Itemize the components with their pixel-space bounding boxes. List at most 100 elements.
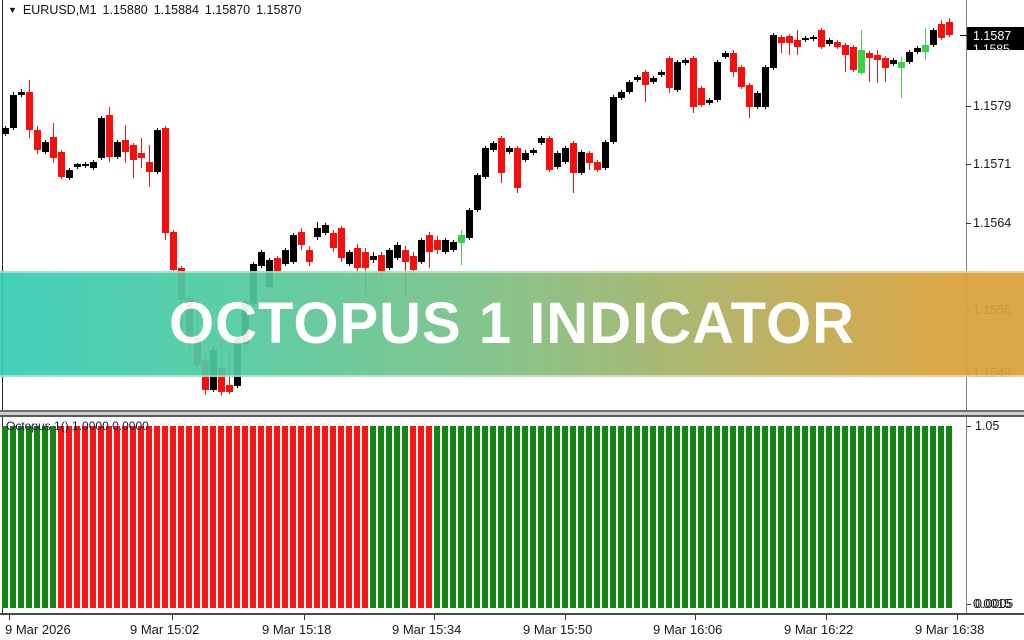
candle [906, 52, 913, 62]
histogram-bar [306, 426, 312, 608]
candle [858, 50, 865, 73]
candle [298, 232, 305, 245]
histogram-bar [170, 426, 176, 608]
histogram-bar [466, 426, 472, 608]
candle [554, 153, 561, 167]
candle-wick [925, 28, 926, 60]
bid-price-badge-clipped: 1.1585 [967, 44, 1024, 50]
candle [74, 164, 81, 167]
time-axis-label: 9 Mar 16:06 [653, 622, 723, 637]
indicator-value-2: 0.0000 [112, 419, 149, 433]
price-axis-tick [966, 164, 971, 165]
candle [306, 250, 313, 262]
candle [818, 30, 825, 47]
candle [674, 62, 681, 90]
histogram-bar [594, 426, 600, 608]
time-axis-label: 9 Mar 16:22 [784, 622, 854, 637]
candle [930, 30, 937, 45]
price-axis-tick [966, 223, 971, 224]
candle [314, 228, 321, 237]
candle [274, 258, 281, 272]
histogram-bar [778, 426, 784, 608]
histogram-bar [850, 426, 856, 608]
candle [922, 45, 929, 52]
histogram-bar [194, 426, 200, 608]
candle [402, 250, 409, 262]
histogram-bar [538, 426, 544, 608]
histogram-bar [394, 426, 400, 608]
price-axis-label: 1.1571 [973, 157, 1012, 171]
candle [394, 245, 401, 258]
histogram-bar [498, 426, 504, 608]
candle [458, 235, 465, 243]
histogram-bar [322, 426, 328, 608]
histogram-bar [506, 426, 512, 608]
candle [474, 175, 481, 210]
candle [642, 72, 649, 85]
candle [714, 62, 721, 100]
price-axis-tick [966, 106, 971, 107]
histogram-bar [826, 426, 832, 608]
candle [338, 228, 345, 258]
time-axis-tick [9, 615, 10, 620]
candle-wick [901, 57, 902, 98]
candle [762, 67, 769, 107]
candle [602, 142, 609, 168]
subwindow-divider[interactable] [0, 410, 1024, 417]
histogram-bar [114, 426, 120, 608]
histogram-bar [402, 426, 408, 608]
histogram-bar [610, 426, 616, 608]
candle [634, 77, 641, 80]
histogram-bar [202, 426, 208, 608]
promo-banner: OCTOPUS 1 INDICATOR [0, 271, 1024, 377]
histogram-bar [922, 426, 928, 608]
candle [362, 252, 369, 268]
histogram-bar [106, 426, 112, 608]
candle [834, 42, 841, 47]
candle [98, 118, 105, 158]
candle [482, 148, 489, 177]
histogram-bar [442, 426, 448, 608]
candle [650, 78, 657, 82]
candle [378, 255, 385, 272]
candle [370, 256, 377, 260]
candle [738, 67, 745, 87]
candle [530, 150, 537, 153]
histogram-bar [674, 426, 680, 608]
candle-wick [645, 70, 646, 102]
candle [850, 47, 857, 70]
candle [874, 55, 881, 60]
candle-wick [133, 143, 134, 178]
chart-header: ▼ EURUSD,M1 1.15880 1.15884 1.15870 1.15… [8, 3, 301, 17]
candle [354, 248, 361, 268]
histogram-bar [682, 426, 688, 608]
time-axis-tick [695, 615, 696, 620]
histogram-bar [50, 426, 56, 608]
histogram-bar [490, 426, 496, 608]
indicator-name: Octopus 1() [6, 419, 69, 433]
histogram-bar [858, 426, 864, 608]
candle [506, 148, 513, 152]
histogram-bar [706, 426, 712, 608]
candle [778, 37, 785, 43]
histogram-bar [730, 426, 736, 608]
chevron-down-icon[interactable]: ▼ [8, 5, 17, 15]
histogram-bar [266, 426, 272, 608]
histogram-bar [330, 426, 336, 608]
histogram-bar [58, 426, 64, 608]
price-axis-label: 1.1579 [973, 99, 1012, 113]
histogram-bar [82, 426, 88, 608]
candle [610, 97, 617, 142]
histogram-bar [914, 426, 920, 608]
candle [794, 40, 801, 47]
histogram-bar [34, 426, 40, 608]
ohlc-close: 1.15870 [256, 3, 302, 17]
histogram-bar [74, 426, 80, 608]
histogram-bar [186, 426, 192, 608]
histogram-bar [162, 426, 168, 608]
candle [866, 53, 873, 58]
histogram-bar [98, 426, 104, 608]
histogram-bar [906, 426, 912, 608]
histogram-bar [618, 426, 624, 608]
